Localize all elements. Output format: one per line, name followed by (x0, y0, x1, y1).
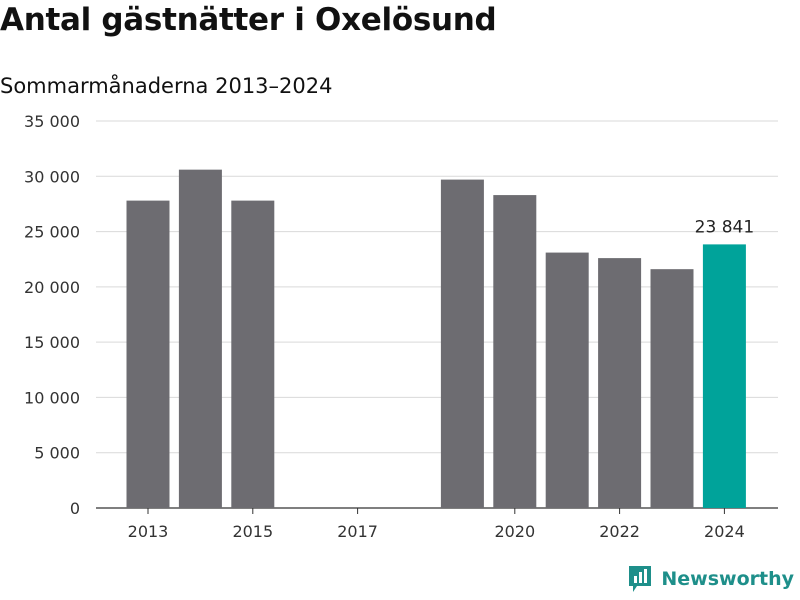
bar-2024 (702, 244, 746, 508)
brand-name: Newsworthy (661, 568, 794, 590)
x-tick-label: 2015 (232, 522, 273, 541)
bar-2020 (493, 195, 537, 508)
bar-2023 (650, 269, 694, 508)
x-axis-ticks: 2013 2015 2017 2020 2022 2024 (128, 508, 745, 541)
y-tick-label: 15 000 (24, 333, 80, 352)
bar-2015 (231, 200, 275, 508)
y-tick-label: 10 000 (24, 388, 80, 407)
y-axis-ticks: 0 5 000 10 000 15 000 20 000 25 000 30 000 35 0… (24, 112, 80, 518)
x-tick-label: 2022 (599, 522, 640, 541)
x-tick-label: 2013 (128, 522, 169, 541)
newsworthy-logo-icon (629, 566, 652, 592)
bar-2019 (440, 179, 484, 509)
y-tick-label: 0 (70, 499, 80, 518)
x-tick-label: 2024 (704, 522, 745, 541)
value-labels: 23 841 (695, 217, 754, 237)
y-tick-label: 30 000 (24, 167, 80, 186)
bar-2013 (126, 200, 170, 508)
brand-logo: Newsworthy (627, 564, 794, 594)
chart-title: Antal gästnätter i Oxelösund (0, 2, 497, 38)
value-label: 23 841 (695, 217, 754, 237)
bar-2021 (545, 252, 589, 508)
x-tick-label: 2020 (494, 522, 535, 541)
y-tick-label: 25 000 (24, 223, 80, 242)
y-tick-label: 20 000 (24, 278, 80, 297)
x-tick-label: 2017 (337, 522, 378, 541)
bars (126, 169, 746, 509)
bar-2022 (598, 258, 642, 508)
bar-2014 (178, 169, 222, 508)
y-tick-label: 5 000 (34, 444, 80, 463)
y-tick-label: 35 000 (24, 112, 80, 131)
chart-subtitle: Sommarmånaderna 2013–2024 (0, 74, 333, 98)
